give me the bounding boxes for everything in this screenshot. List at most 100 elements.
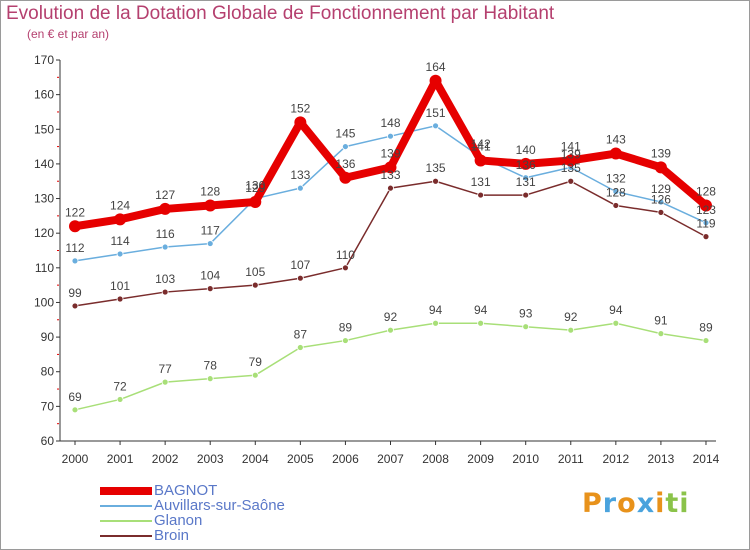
- data-label-auvillars-sur-saone: 130: [245, 179, 265, 193]
- legend-swatch: [100, 534, 152, 537]
- x-tick-label: 2012: [602, 452, 629, 466]
- data-point-broin: [161, 288, 169, 296]
- data-label-broin: 105: [245, 265, 265, 279]
- data-label-auvillars-sur-saone: 133: [290, 168, 310, 182]
- data-label-auvillars-sur-saone: 114: [110, 234, 129, 248]
- x-tick-label: 2005: [287, 452, 314, 466]
- logo-letter: i: [655, 488, 666, 519]
- data-label-bagnot: 141: [561, 139, 581, 153]
- data-point-glanon: [71, 406, 79, 414]
- x-tick-label: 2009: [467, 452, 494, 466]
- data-label-auvillars-sur-saone: 145: [335, 127, 355, 141]
- x-tick-label: 2010: [512, 452, 539, 466]
- data-label-glanon: 89: [699, 321, 713, 335]
- data-point-glanon: [296, 344, 304, 351]
- data-point-bagnot: [429, 74, 442, 87]
- data-label-glanon: 69: [68, 390, 82, 404]
- data-point-bagnot: [474, 154, 487, 167]
- proxiti-logo: Proxiti: [582, 488, 690, 519]
- chart-subtitle: (en € et par an): [27, 27, 110, 41]
- data-label-broin: 119: [696, 217, 715, 231]
- data-label-broin: 99: [68, 286, 82, 300]
- data-point-auvillars-sur-saone: [296, 184, 304, 192]
- data-point-bagnot: [654, 161, 667, 174]
- legend-label: BAGNOT: [154, 482, 218, 499]
- data-label-bagnot: 128: [696, 184, 716, 198]
- data-point-auvillars-sur-saone: [71, 257, 79, 265]
- y-tick-label: 140: [34, 157, 54, 171]
- data-label-bagnot: 164: [426, 60, 446, 74]
- x-tick-label: 2003: [197, 452, 224, 466]
- data-label-broin: 128: [606, 185, 626, 199]
- data-label-auvillars-sur-saone: 123: [696, 203, 716, 217]
- data-label-bagnot: 136: [335, 157, 355, 171]
- data-label-auvillars-sur-saone: 116: [156, 227, 175, 241]
- x-tick-label: 2001: [107, 452, 134, 466]
- data-point-broin: [116, 295, 124, 303]
- data-point-bagnot: [564, 154, 577, 167]
- data-label-glanon: 94: [609, 303, 623, 317]
- data-label-broin: 126: [651, 192, 671, 206]
- data-label-broin: 133: [380, 168, 400, 182]
- x-tick-label: 2006: [332, 452, 359, 466]
- y-tick-label: 80: [41, 365, 55, 379]
- data-label-bagnot: 122: [65, 205, 85, 219]
- data-point-bagnot: [609, 147, 622, 160]
- data-point-bagnot: [384, 161, 397, 174]
- data-label-broin: 101: [110, 279, 130, 293]
- data-label-glanon: 92: [384, 310, 398, 324]
- legend-swatch: [100, 519, 152, 522]
- data-point-glanon: [251, 371, 259, 379]
- data-label-bagnot: 143: [606, 133, 626, 147]
- y-tick-label: 110: [35, 261, 54, 275]
- data-point-broin: [702, 233, 710, 241]
- logo-letter: o: [617, 488, 637, 519]
- data-point-glanon: [206, 375, 214, 383]
- data-label-broin: 131: [471, 175, 491, 189]
- data-label-glanon: 77: [158, 362, 172, 376]
- data-point-auvillars-sur-saone: [161, 243, 169, 251]
- data-point-glanon: [387, 326, 394, 334]
- data-label-broin: 135: [561, 161, 581, 175]
- y-tick-label: 90: [41, 330, 55, 344]
- data-point-glanon: [567, 326, 575, 334]
- x-tick-label: 2007: [377, 452, 404, 466]
- y-tick-label: 160: [34, 88, 54, 102]
- data-label-auvillars-sur-saone: 129: [651, 182, 671, 196]
- data-point-glanon: [432, 319, 439, 327]
- data-point-glanon: [612, 319, 620, 327]
- y-tick-label: 60: [41, 434, 55, 448]
- data-point-broin: [387, 184, 394, 192]
- data-label-glanon: 94: [429, 303, 443, 317]
- logo-letter: i: [679, 488, 690, 519]
- y-tick-label: 70: [41, 399, 55, 413]
- data-point-broin: [296, 274, 304, 282]
- logo-letter: t: [665, 488, 680, 519]
- data-point-glanon: [342, 337, 349, 344]
- data-label-auvillars-sur-saone: 132: [606, 172, 626, 186]
- chart-title: Evolution de la Dotation Globale de Fonc…: [6, 3, 555, 24]
- data-point-broin: [206, 285, 214, 293]
- data-point-broin: [71, 302, 79, 310]
- data-point-broin: [342, 264, 349, 272]
- data-point-auvillars-sur-saone: [522, 174, 530, 182]
- data-label-auvillars-sur-saone: 142: [471, 137, 491, 151]
- y-tick-label: 120: [34, 226, 54, 240]
- logo-letter: P: [582, 488, 603, 519]
- data-point-auvillars-sur-saone: [432, 122, 439, 130]
- data-label-auvillars-sur-saone: 136: [516, 158, 536, 172]
- data-label-glanon: 79: [249, 355, 263, 369]
- data-label-glanon: 92: [564, 310, 578, 324]
- data-point-bagnot: [204, 199, 217, 212]
- data-label-broin: 135: [426, 161, 446, 175]
- data-label-glanon: 78: [204, 359, 218, 373]
- x-tick-label: 2014: [693, 452, 720, 466]
- data-point-broin: [567, 177, 575, 185]
- data-point-auvillars-sur-saone: [702, 219, 710, 227]
- data-label-bagnot: 139: [380, 146, 400, 160]
- data-label-auvillars-sur-saone: 117: [201, 224, 220, 238]
- data-label-broin: 107: [290, 258, 310, 272]
- data-point-broin: [432, 177, 439, 185]
